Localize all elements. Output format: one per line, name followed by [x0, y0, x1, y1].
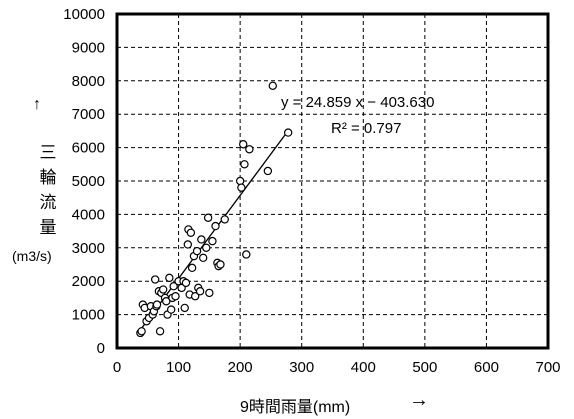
y-axis-label-char: 輪	[39, 168, 57, 187]
x-tick-label: 200	[228, 359, 253, 376]
data-point	[187, 263, 197, 273]
data-point	[237, 183, 246, 192]
data-point	[283, 128, 293, 137]
y-tick-label: 10000	[63, 6, 105, 23]
data-point	[242, 250, 251, 259]
data-point	[137, 327, 146, 336]
data-point	[169, 282, 178, 291]
plot-frame	[115, 12, 550, 350]
data-point	[162, 297, 171, 306]
data-point	[263, 166, 273, 176]
data-point	[195, 287, 205, 296]
data-point	[166, 305, 176, 314]
x-tick-label: 400	[351, 359, 376, 376]
y-tick-label: 6000	[72, 140, 105, 157]
data-point	[197, 235, 206, 244]
data-point	[180, 303, 189, 313]
y-tick-label: 0	[97, 340, 105, 357]
data-point	[190, 292, 200, 301]
data-point	[150, 275, 160, 284]
data-point	[186, 228, 196, 237]
y-axis-label: 三 輪 流 量	[36, 140, 60, 240]
data-point	[158, 285, 168, 294]
data-point	[198, 253, 208, 263]
data-point	[239, 140, 248, 149]
data-point	[240, 160, 249, 169]
data-point	[192, 246, 202, 256]
y-tick-labels: 0 1000 2000 3000 4000 5000 6000 7000 8000 9000 100…	[63, 6, 105, 357]
x-tick-label: 500	[412, 359, 437, 376]
y-tick-label: 5000	[72, 173, 105, 190]
data-point	[208, 236, 217, 246]
data-point	[152, 300, 162, 309]
data-point	[268, 81, 277, 91]
data-point	[165, 273, 174, 283]
x-tick-label: 0	[113, 359, 121, 376]
data-point	[203, 213, 213, 222]
y-tick-label: 8000	[72, 73, 105, 90]
data-point	[211, 221, 220, 231]
x-axis-arrow: →	[409, 389, 429, 411]
data-points	[136, 81, 293, 338]
y-tick-label: 1000	[72, 307, 105, 324]
data-point	[235, 176, 245, 186]
y-tick-label: 9000	[72, 39, 105, 56]
y-axis-unit: (m3/s)	[12, 248, 52, 264]
data-point	[183, 240, 193, 249]
data-point	[155, 327, 165, 336]
y-axis-arrow: ↑	[33, 96, 41, 113]
x-tick-label: 600	[474, 359, 499, 376]
data-point	[205, 288, 214, 298]
y-axis-label-char: 三	[39, 143, 57, 162]
data-point	[181, 278, 191, 288]
x-axis-label: 9時間雨量(mm)	[240, 399, 351, 416]
y-tick-label: 4000	[72, 206, 105, 223]
x-tick-label: 300	[289, 359, 314, 376]
data-point	[216, 260, 225, 269]
data-point	[220, 215, 229, 224]
x-tick-label: 700	[535, 359, 560, 376]
y-tick-label: 7000	[72, 106, 105, 123]
data-point	[202, 243, 211, 252]
grid-lines	[117, 14, 548, 348]
x-tick-label: 100	[166, 359, 191, 376]
x-tick-labels: 0 100 200 300 400 500 600 700	[113, 359, 561, 376]
y-axis-label-char: 流	[39, 193, 57, 212]
data-point	[245, 145, 254, 154]
y-tick-label: 3000	[72, 240, 105, 257]
y-axis-label-char: 量	[39, 218, 57, 237]
data-point	[171, 292, 180, 301]
trendline-r2: R² = 0.797	[331, 120, 402, 137]
trendline-equation: y = 24.859 x − 403.630	[281, 94, 435, 111]
y-tick-label: 2000	[72, 273, 105, 290]
